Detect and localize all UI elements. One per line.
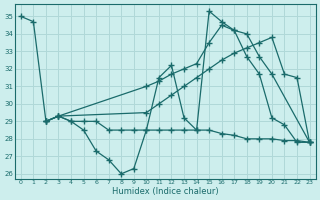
X-axis label: Humidex (Indice chaleur): Humidex (Indice chaleur) (112, 187, 219, 196)
